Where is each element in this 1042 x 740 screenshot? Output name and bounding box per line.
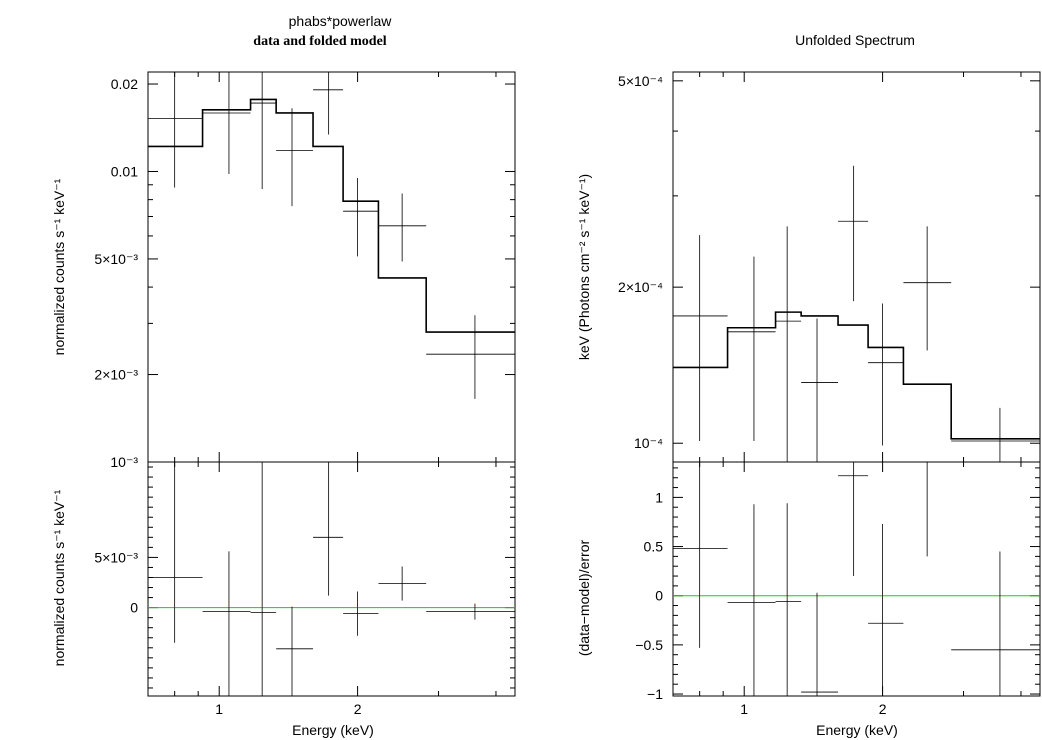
data-point [775,226,802,462]
data-point [727,504,776,696]
left-bottom-ylabel: normalized counts s⁻¹ keV⁻¹ [51,489,67,666]
data-point [775,503,802,696]
model-step-line [148,98,515,333]
data-point [250,462,277,696]
x-tick-label: 2 [879,701,887,717]
y-tick-label: 5×10⁻³ [94,251,138,267]
data-point [801,592,839,696]
data-point [343,591,379,636]
data-point [276,108,314,207]
data-point [727,256,776,441]
data-point [378,193,427,262]
left-xlabel: Energy (keV) [292,722,374,738]
model-step-line [673,311,1040,440]
left-subtitle: data and folded model [253,34,387,49]
data-point [250,72,277,190]
data-point [951,407,1040,462]
data-point [673,235,728,441]
data-point [868,523,904,696]
data-point [343,177,379,257]
y-tick-label: 2×10⁻³ [94,367,138,383]
data-point [276,606,314,696]
data-point [313,462,344,596]
right-bottom-panel: 1 2 1 0.5 0 −0.5 −1 [635,461,1041,717]
y-tick-label: 5×10⁻⁴ [618,73,663,89]
data-point [148,72,203,188]
left-top-ylabel: normalized counts s⁻¹ keV⁻¹ [51,178,67,355]
data-point [426,315,515,399]
data-point [838,462,869,577]
left-title: phabs*powerlaw [289,13,393,29]
x-tick-label: 1 [740,701,748,717]
y-tick-label: 2×10⁻⁴ [618,279,663,295]
right-top-panel: 5×10⁻⁴ 2×10⁻⁴ 10⁻⁴ [618,71,1041,463]
left-top-panel: 0.02 0.01 5×10⁻³ 2×10⁻³ 10⁻³ [94,71,516,470]
y-tick-label: 10⁻⁴ [634,435,663,451]
y-tick-label: 10⁻³ [110,454,138,470]
plot-frame [147,461,516,697]
data-point [378,566,427,601]
x-tick-label: 2 [354,701,362,717]
y-tick-label: 0 [130,600,138,616]
data-point [202,72,251,175]
right-title: Unfolded Spectrum [795,32,915,48]
y-tick-label: 0.5 [644,539,664,555]
data-point [951,551,1040,696]
data-point [838,165,869,302]
data-point [148,462,203,643]
x-tick-label: 1 [215,701,223,717]
plot-frame [672,461,1041,697]
plot-frame [672,71,1041,463]
data-point [903,226,952,351]
y-tick-label: 5×10⁻³ [94,549,138,565]
data-point [426,603,515,620]
data-point [868,303,904,446]
data-point [313,72,344,135]
left-bottom-panel: 1 2 5×10⁻³ 0 [94,461,516,717]
y-tick-label: 1 [655,489,663,505]
right-bottom-ylabel: (data−model)/error [576,539,592,656]
right-top-ylabel: keV (Photons cm⁻² s⁻¹ keV⁻¹) [576,174,592,360]
data-point [202,551,251,696]
data-point [673,462,728,648]
right-xlabel: Energy (keV) [816,722,898,738]
y-tick-label: −1 [647,686,663,702]
y-tick-label: 0.01 [111,163,138,179]
data-point [801,318,839,462]
y-tick-label: 0.02 [111,76,138,92]
y-tick-label: 0 [655,588,663,604]
y-tick-label: −0.5 [635,637,663,653]
